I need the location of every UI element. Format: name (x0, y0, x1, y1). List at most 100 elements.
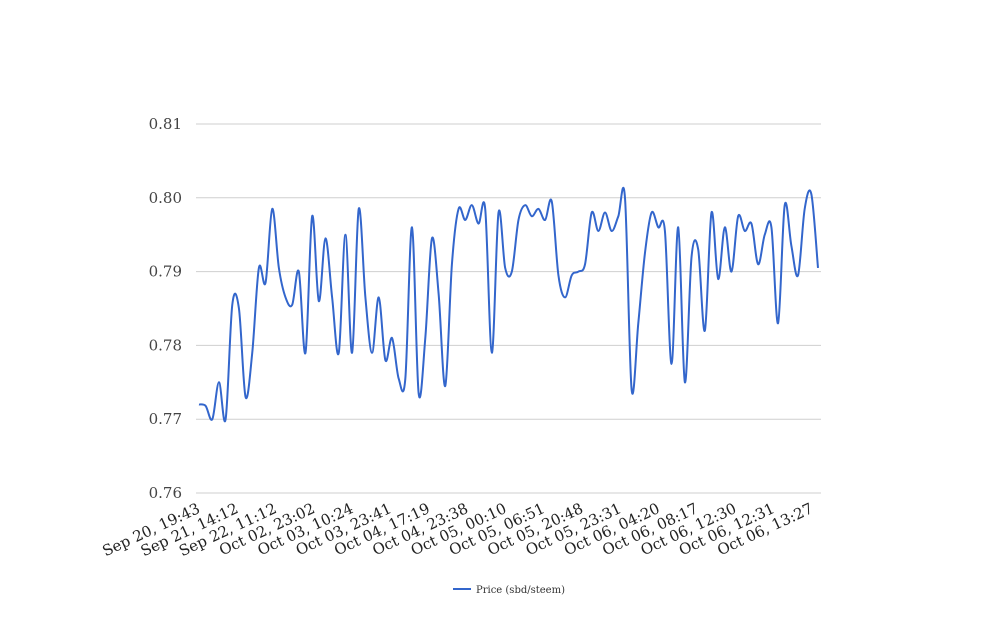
data-point (617, 215, 619, 217)
data-point (737, 215, 739, 217)
data-point (750, 223, 752, 225)
data-point (238, 308, 240, 310)
data-point (804, 208, 806, 210)
series-line (198, 186, 819, 423)
data-point (704, 330, 706, 332)
data-point (577, 271, 579, 273)
data-point (777, 322, 779, 324)
data-point (631, 389, 633, 391)
data-point (571, 274, 573, 276)
data-point (584, 263, 586, 265)
data-point (651, 212, 653, 214)
data-point (671, 363, 673, 365)
data-point (464, 219, 466, 221)
data-point (697, 248, 699, 250)
data-point (444, 385, 446, 387)
data-point (717, 278, 719, 280)
data-point (331, 296, 333, 298)
data-point (344, 234, 346, 236)
data-point (478, 223, 480, 225)
data-point (551, 200, 553, 202)
data-point (724, 226, 726, 228)
data-point (384, 359, 386, 361)
data-point (304, 352, 306, 354)
y-tick-label: 0.81 (149, 115, 182, 133)
data-point (324, 237, 326, 239)
y-tick-label: 0.79 (149, 263, 182, 281)
data-point (218, 381, 220, 383)
data-point (744, 230, 746, 232)
series-lines (198, 186, 819, 423)
data-point (664, 230, 666, 232)
data-point (498, 212, 500, 214)
legend-label: Price (sbd/steem) (476, 585, 565, 596)
y-tick-label: 0.78 (149, 336, 182, 354)
data-point (784, 204, 786, 206)
data-point (810, 193, 812, 195)
data-point (338, 352, 340, 354)
data-point (411, 226, 413, 228)
data-point (597, 230, 599, 232)
y-tick-label: 0.77 (149, 410, 182, 428)
data-point (544, 219, 546, 221)
data-point (231, 304, 233, 306)
data-point (404, 378, 406, 380)
data-point (564, 296, 566, 298)
data-point (431, 237, 433, 239)
data-point (371, 352, 373, 354)
data-point (225, 418, 227, 420)
data-point (438, 293, 440, 295)
data-point (424, 337, 426, 339)
data-point (790, 245, 792, 247)
data-point (764, 234, 766, 236)
data-point (657, 226, 659, 228)
data-point (211, 418, 213, 420)
data-point (278, 267, 280, 269)
y-tick-label: 0.76 (149, 484, 182, 502)
data-point (291, 304, 293, 306)
data-point (311, 215, 313, 217)
data-point (458, 208, 460, 210)
data-point (511, 271, 513, 273)
data-point (684, 381, 686, 383)
data-point (418, 392, 420, 394)
data-point (364, 296, 366, 298)
data-point (644, 252, 646, 254)
data-point (378, 296, 380, 298)
data-point (504, 267, 506, 269)
data-point (298, 271, 300, 273)
data-point (258, 267, 260, 269)
data-point (271, 208, 273, 210)
data-point (265, 282, 267, 284)
data-point (471, 204, 473, 206)
data-point (484, 208, 486, 210)
data-point (624, 197, 626, 199)
data-point (611, 230, 613, 232)
data-point (757, 263, 759, 265)
data-point (351, 352, 353, 354)
data-point (358, 208, 360, 210)
y-tick-label: 0.80 (149, 189, 182, 207)
data-point (391, 337, 393, 339)
data-point (285, 296, 287, 298)
data-point (398, 378, 400, 380)
data-point (491, 352, 493, 354)
legend: Price (sbd/steem) (453, 585, 565, 596)
data-point (524, 204, 526, 206)
data-point (531, 215, 533, 217)
data-point (205, 405, 207, 407)
data-point (817, 267, 819, 269)
gridlines (196, 123, 821, 494)
data-point (604, 212, 606, 214)
data-point (637, 322, 639, 324)
data-point (517, 219, 519, 221)
data-point (691, 256, 693, 258)
data-point (797, 274, 799, 276)
data-point (711, 212, 713, 214)
y-axis-tick-labels: 0.76 0.77 0.78 0.79 0.80 0.81 (149, 115, 182, 502)
data-point (677, 226, 679, 228)
data-point (198, 403, 200, 405)
